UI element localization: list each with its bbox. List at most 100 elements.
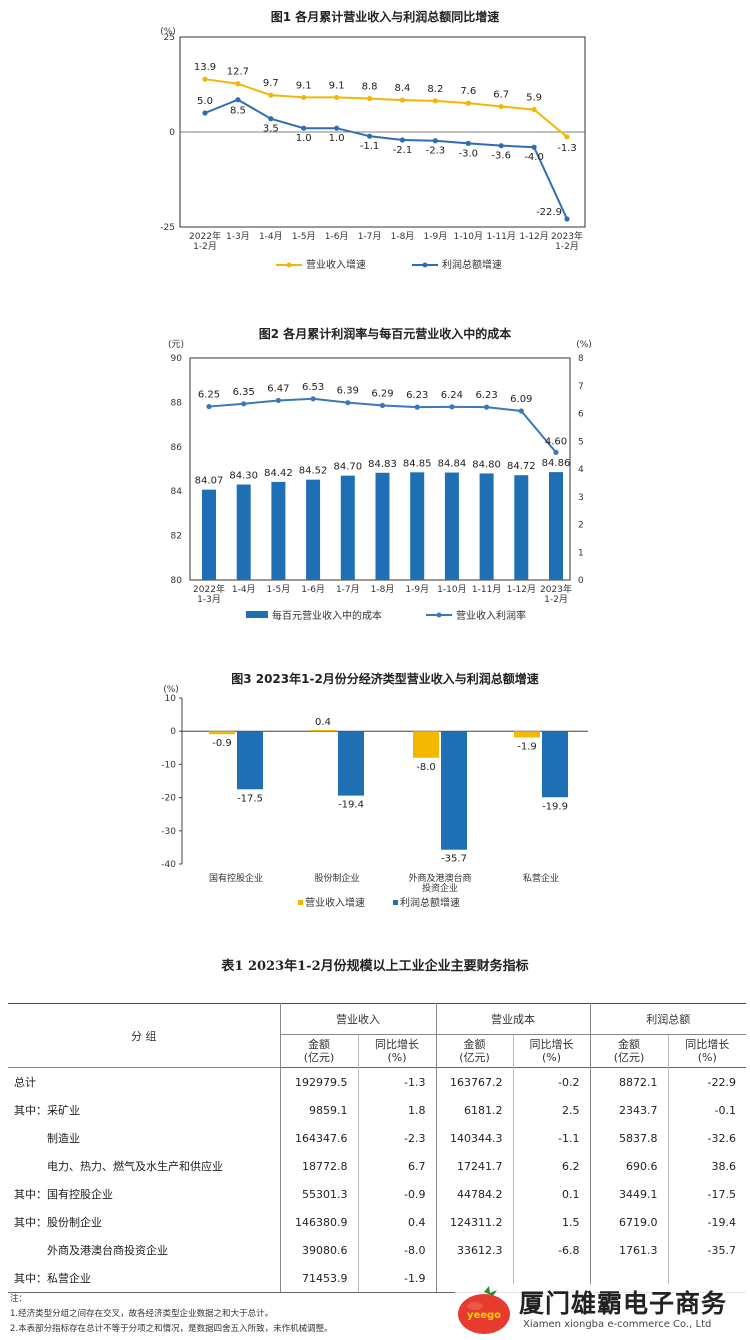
data-point	[553, 449, 559, 455]
bar-value-label: 0.4	[315, 717, 331, 728]
series-line	[204, 78, 568, 138]
y-tick-label: -25	[160, 223, 175, 233]
sub-header-amount: 金额 (亿元)	[435, 1034, 513, 1068]
data-label: 3.5	[263, 124, 279, 135]
table-row: 制造业 164347.6 -2.3 140344.3 -1.1 5837.8 -32.6	[8, 1124, 746, 1152]
row-label: 其中：私营企业	[8, 1264, 280, 1293]
notes-line-1: 1.经济类型分组之间存在交叉，故各经济类型企业数据之和大于总计。	[10, 1309, 274, 1319]
table-notes: 注： 1.经济类型分组之间存在交叉，故各经济类型企业数据之和大于总计。 2.本表…	[10, 1292, 460, 1337]
line-value-label: 4.60	[545, 436, 567, 447]
cost-bar	[236, 484, 251, 580]
chart2-y-unit-right: (%)	[576, 340, 592, 350]
table-cell: 163767.2	[435, 1067, 513, 1096]
chart2-profit-cost: 图2 各月累计利润率与每百元营业收入中的成本 (元) (%) 908886848…	[168, 326, 592, 622]
data-label: 5.9	[526, 93, 542, 104]
data-point	[366, 133, 373, 139]
sub-header-amount: 金额 (亿元)	[589, 1034, 668, 1068]
data-point	[202, 76, 208, 82]
data-point	[334, 125, 340, 131]
cost-bar	[410, 472, 425, 580]
sub-header-growth: 同比增长 (%)	[667, 1034, 746, 1068]
table-cell: 6.7	[357, 1152, 436, 1180]
chart1-growth-line: 图1 各月累计营业收入与利润总额同比增速 (%) 25 0 -25 2022年 1-2月…	[160, 9, 586, 271]
bar	[514, 731, 540, 738]
chart3-y-unit: (%)	[163, 685, 179, 695]
table-row: 外商及港澳台商投资企业 39080.6 -8.0 33612.3 -6.8 1761.3-…	[8, 1236, 746, 1264]
data-point	[334, 94, 340, 101]
x-tick-label: 1-9月	[405, 584, 429, 595]
line-value-label: 6.53	[302, 382, 324, 393]
data-point	[564, 216, 570, 222]
x-tick-label: 1-8月	[371, 584, 395, 595]
legend-label: 营业收入增速	[305, 896, 365, 909]
y-tick-label-right: 2	[578, 521, 584, 531]
data-point	[301, 125, 307, 131]
legend-marker	[286, 262, 292, 268]
data-point	[531, 144, 537, 150]
data-label: 9.1	[329, 80, 345, 91]
x-tick-label: 股份制企业	[314, 872, 359, 884]
table-cell: 8872.1	[589, 1067, 668, 1096]
line-value-label: 6.25	[198, 390, 220, 401]
table-cell: 9859.1	[279, 1096, 358, 1124]
data-point	[432, 138, 438, 144]
data-point	[484, 404, 490, 410]
table-cell: -6.8	[512, 1236, 590, 1264]
y-tick-label-left: 82	[171, 532, 182, 542]
chart1-title: 图1 各月累计营业收入与利润总额同比增速	[271, 9, 500, 24]
table-cell: -1.9	[357, 1264, 436, 1293]
row-label: 其中：股份制企业	[14, 1216, 102, 1229]
x-tick-label: 1-12月	[507, 584, 536, 595]
row-label: 其中：采矿业	[14, 1104, 80, 1117]
data-label: -2.3	[426, 146, 446, 157]
data-label: 9.1	[296, 80, 312, 91]
table-cell: -0.9	[357, 1180, 436, 1208]
bar-value-label: 84.07	[195, 476, 224, 487]
table-cell: -17.5	[667, 1180, 746, 1208]
x-tick-label: 2023年 1-2月	[551, 230, 583, 252]
col-group-revenue: 营业收入	[279, 1003, 436, 1035]
table-cell: 6719.0	[589, 1208, 668, 1236]
table-cell: 164347.6	[279, 1124, 358, 1152]
company-name: 厦门雄霸电子商务	[519, 1289, 728, 1318]
data-label: 8.5	[230, 106, 246, 117]
x-tick-label: 1-4月	[232, 584, 256, 595]
legend-label: 营业收入利润率	[456, 609, 526, 622]
table-cell: 124311.2	[435, 1208, 513, 1236]
table-row: 其中：国有控股企业 55301.3 -0.9 44784.2 0.1 3449.1 -17.…	[8, 1180, 746, 1208]
y-tick-label-right: 4	[578, 465, 584, 475]
y-tick-label: -30	[161, 827, 176, 837]
cost-bar	[444, 472, 459, 580]
notes-line-2: 2.本表部分指标存在总计不等于分项之和情况，是数据四舍五入所致，未作机械调整。	[10, 1324, 333, 1334]
y-tick-label-right: 1	[578, 548, 584, 558]
col-group-profit: 利润总额	[589, 1003, 746, 1035]
table-cell: -1.1	[512, 1124, 590, 1152]
y-tick-label-left: 86	[171, 443, 183, 453]
bar	[209, 731, 235, 735]
data-label: 7.6	[460, 86, 476, 97]
data-point	[531, 106, 537, 113]
data-label: 1.0	[296, 133, 312, 144]
data-point	[564, 134, 570, 140]
line-value-label: 6.35	[233, 387, 255, 398]
line-value-label: 6.09	[510, 394, 532, 405]
bar-value-label: 84.52	[299, 466, 328, 477]
company-name-en: Xiamen xiongba e-commerce Co., Ltd	[523, 1319, 712, 1330]
table-row: 总计 192979.5 -1.3 163767.2 -0.2 8872.1 -22.9	[8, 1067, 746, 1096]
legend-bar-swatch	[246, 611, 268, 618]
sub-header-growth: 同比增长 (%)	[357, 1034, 436, 1068]
x-tick-label: 1-5月	[267, 584, 291, 595]
cost-bar	[340, 475, 355, 580]
data-point	[345, 400, 351, 406]
x-tick-label: 2023年 1-2月	[540, 583, 572, 605]
y-tick-label-left: 88	[171, 398, 183, 408]
table-cell: 38.6	[667, 1152, 746, 1180]
data-point	[310, 396, 316, 402]
table-cell: -32.6	[667, 1124, 746, 1152]
y-tick-label-right: 6	[578, 410, 584, 420]
financial-indicators-table: 分 组 营业收入 营业成本 利润总额 金额 (亿元) 同比增长 (%) 金额 (亿元)…	[8, 1003, 746, 1293]
x-tick-label: 1-7月	[358, 231, 382, 242]
data-label: 5.0	[197, 96, 213, 107]
table-cell: 1761.3	[589, 1236, 668, 1264]
row-label: 总计	[14, 1076, 36, 1089]
